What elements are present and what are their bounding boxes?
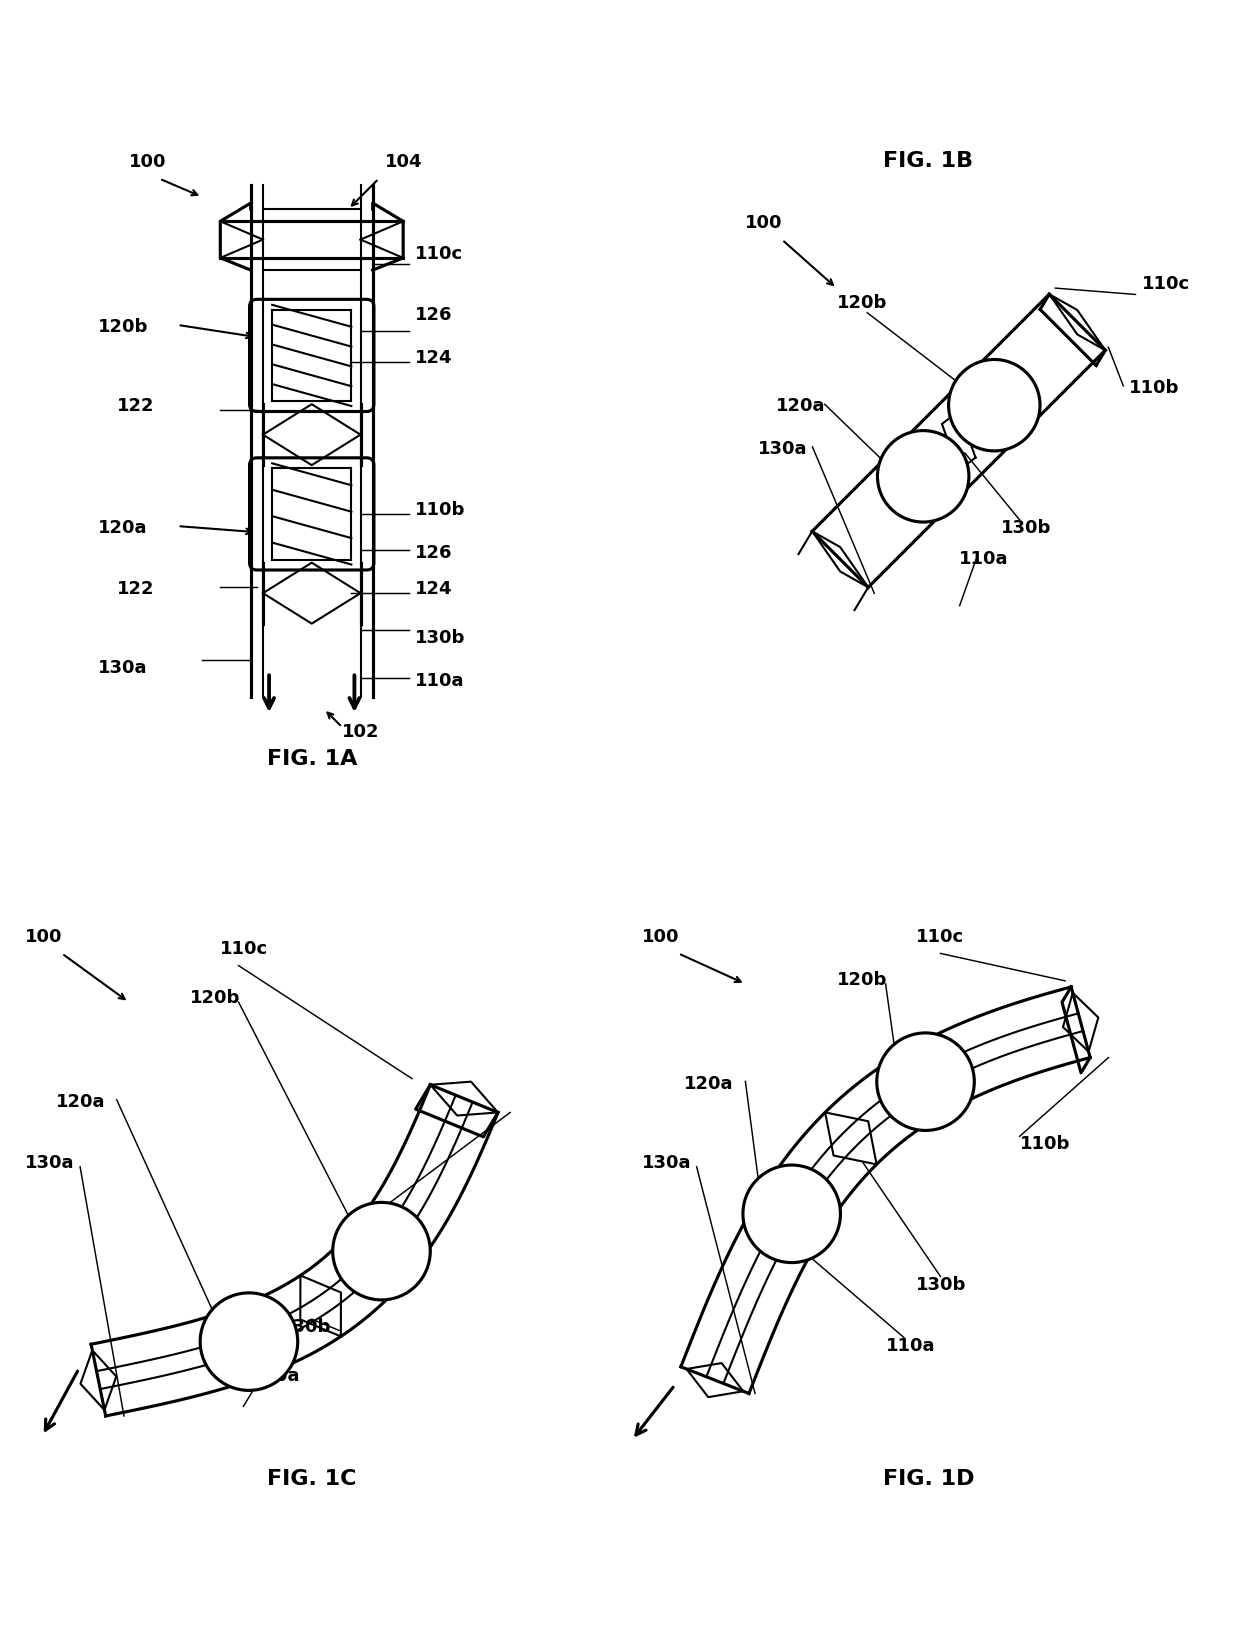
Text: 110c: 110c bbox=[415, 244, 464, 262]
Text: 120a: 120a bbox=[684, 1074, 734, 1092]
Text: 120a: 120a bbox=[776, 397, 826, 415]
Circle shape bbox=[743, 1165, 841, 1262]
Text: 110b: 110b bbox=[1130, 379, 1179, 397]
Text: 100: 100 bbox=[642, 928, 680, 946]
Text: 130a: 130a bbox=[642, 1154, 691, 1170]
Text: 130a: 130a bbox=[758, 439, 807, 457]
Text: 110a: 110a bbox=[959, 549, 1008, 567]
FancyBboxPatch shape bbox=[249, 459, 374, 570]
Circle shape bbox=[949, 361, 1040, 452]
Text: 100: 100 bbox=[25, 928, 63, 946]
Text: FIG. 1D: FIG. 1D bbox=[883, 1469, 973, 1488]
Text: 110b: 110b bbox=[373, 1214, 423, 1233]
Text: 130b: 130b bbox=[281, 1318, 331, 1336]
FancyBboxPatch shape bbox=[249, 300, 374, 413]
Text: 126: 126 bbox=[415, 543, 453, 561]
Text: 120b: 120b bbox=[190, 988, 241, 1006]
Text: 102: 102 bbox=[342, 723, 379, 741]
Circle shape bbox=[200, 1293, 298, 1390]
Text: 120b: 120b bbox=[837, 970, 887, 988]
Text: FIG. 1A: FIG. 1A bbox=[267, 749, 357, 769]
Text: 130b: 130b bbox=[916, 1275, 966, 1293]
Text: 110a: 110a bbox=[250, 1367, 300, 1385]
Text: 104: 104 bbox=[384, 154, 423, 172]
Text: 110a: 110a bbox=[415, 672, 465, 688]
Text: 120b: 120b bbox=[837, 293, 887, 311]
Circle shape bbox=[878, 431, 968, 523]
Text: 110a: 110a bbox=[885, 1336, 935, 1354]
Circle shape bbox=[877, 1033, 975, 1131]
Circle shape bbox=[332, 1203, 430, 1300]
Text: 120a: 120a bbox=[98, 520, 148, 538]
Text: FIG. 1B: FIG. 1B bbox=[883, 151, 973, 172]
Text: 120b: 120b bbox=[98, 318, 149, 336]
Text: 100: 100 bbox=[745, 215, 782, 233]
Text: 130b: 130b bbox=[415, 628, 466, 646]
Text: 100: 100 bbox=[129, 154, 166, 172]
Text: 110b: 110b bbox=[415, 500, 466, 518]
Text: 126: 126 bbox=[415, 305, 453, 323]
Text: 110c: 110c bbox=[1142, 275, 1189, 293]
Text: 130a: 130a bbox=[98, 659, 148, 677]
Text: 130b: 130b bbox=[1002, 520, 1052, 538]
Text: 120a: 120a bbox=[56, 1092, 105, 1110]
Text: FIG. 1C: FIG. 1C bbox=[267, 1469, 356, 1488]
Text: 110b: 110b bbox=[1019, 1134, 1070, 1152]
Text: 122: 122 bbox=[117, 580, 154, 598]
Text: 110c: 110c bbox=[221, 939, 268, 957]
Text: 110c: 110c bbox=[916, 928, 965, 946]
Text: 124: 124 bbox=[415, 349, 453, 365]
Text: 122: 122 bbox=[117, 397, 154, 415]
Text: 130a: 130a bbox=[25, 1154, 74, 1170]
Text: 124: 124 bbox=[415, 580, 453, 598]
